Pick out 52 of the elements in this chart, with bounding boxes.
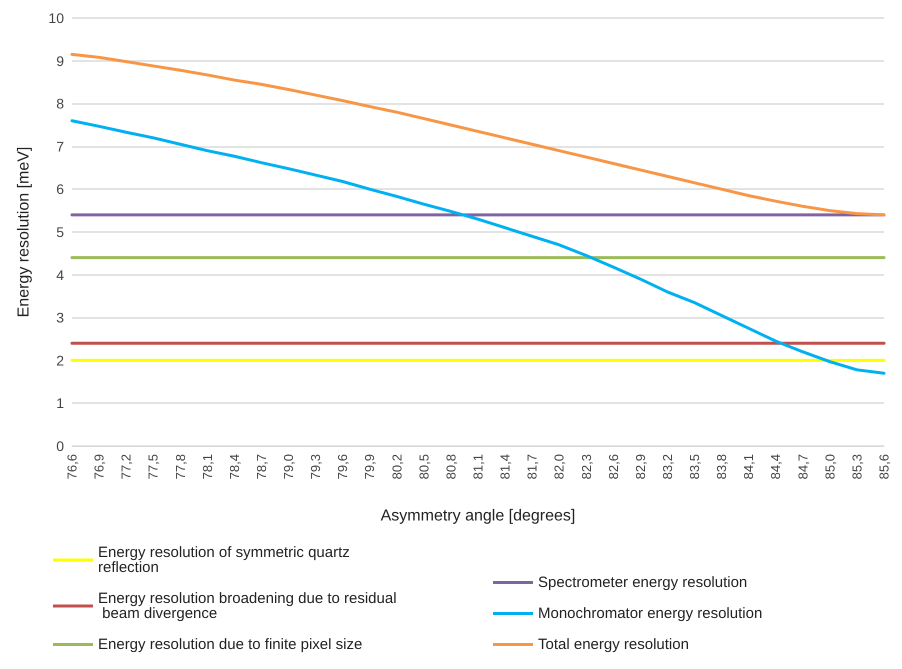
x-tick-label: 80,5 — [416, 454, 432, 480]
y-tick-label: 4 — [56, 266, 64, 283]
x-tick-label: 84,7 — [795, 454, 810, 480]
x-tick-label: 82,0 — [552, 454, 567, 480]
y-tick-label: 7 — [56, 138, 64, 154]
x-tick-label: 85,6 — [876, 454, 892, 480]
y-tick-label: 1 — [56, 395, 64, 412]
legend-label: Energy resolution broadening due to residual beam divergence — [98, 590, 397, 622]
y-axis-title: Energy resolution [meV] — [16, 146, 32, 318]
x-tick-label: 85,0 — [822, 454, 838, 480]
line-series — [70, 52, 886, 216]
legend-label: Monochromator energy resolution — [538, 605, 762, 622]
x-tick-label: 83,8 — [714, 454, 730, 480]
x-tick-label: 80,2 — [389, 454, 404, 480]
y-tick-label: 3 — [56, 310, 64, 326]
x-tick-label: 79,3 — [308, 454, 324, 480]
x-tick-label: 85,3 — [849, 454, 864, 480]
x-tick-label: 79,0 — [281, 454, 296, 480]
x-tick-label: 82,6 — [606, 454, 621, 480]
x-tick-label: 78,7 — [254, 454, 269, 480]
y-tick-label: 10 — [48, 10, 64, 26]
x-tick-label: 78,1 — [200, 454, 215, 480]
x-tick-label: 77,8 — [172, 454, 188, 480]
x-tick-label: 79,9 — [362, 454, 378, 480]
x-tick-label: 82,9 — [632, 454, 648, 480]
legend-label: Energy resolution of symmetric quartz reflection — [98, 544, 354, 576]
x-tick-label: 76,9 — [92, 454, 107, 480]
line-series — [70, 119, 886, 375]
y-tick-label: 6 — [56, 181, 64, 198]
x-tick-label: 77,5 — [146, 454, 161, 480]
x-tick-label: 79,6 — [335, 454, 350, 480]
x-tick-label: 78,4 — [226, 454, 242, 480]
y-tick-label: 5 — [56, 224, 64, 240]
x-axis-title: Asymmetry angle [degrees] — [380, 508, 576, 524]
y-tick-label: 0 — [56, 438, 64, 454]
legend-label: Spectrometer energy resolution — [538, 574, 748, 591]
legend-label: Energy resolution due to finite pixel size — [98, 636, 362, 653]
x-tick-label: 77,2 — [118, 454, 134, 480]
x-tick-label: 84,1 — [741, 454, 756, 480]
x-tick-label: 83,2 — [660, 454, 675, 480]
x-tick-label: 81,4 — [498, 454, 513, 480]
y-tick-label: 8 — [56, 96, 64, 112]
x-tick-label: 76,6 — [64, 454, 80, 480]
x-tick-label: 81,1 — [470, 454, 486, 480]
x-tick-label: 81,7 — [524, 454, 540, 480]
y-tick-label: 2 — [56, 352, 64, 368]
x-tick-label: 83,5 — [687, 454, 702, 480]
x-tick-label: 82,3 — [578, 454, 594, 480]
y-tick-label: 9 — [56, 52, 64, 69]
legend-label: Total energy resolution — [538, 636, 689, 653]
x-tick-label: 80,8 — [443, 454, 458, 480]
x-tick-label: 84,4 — [768, 454, 784, 480]
